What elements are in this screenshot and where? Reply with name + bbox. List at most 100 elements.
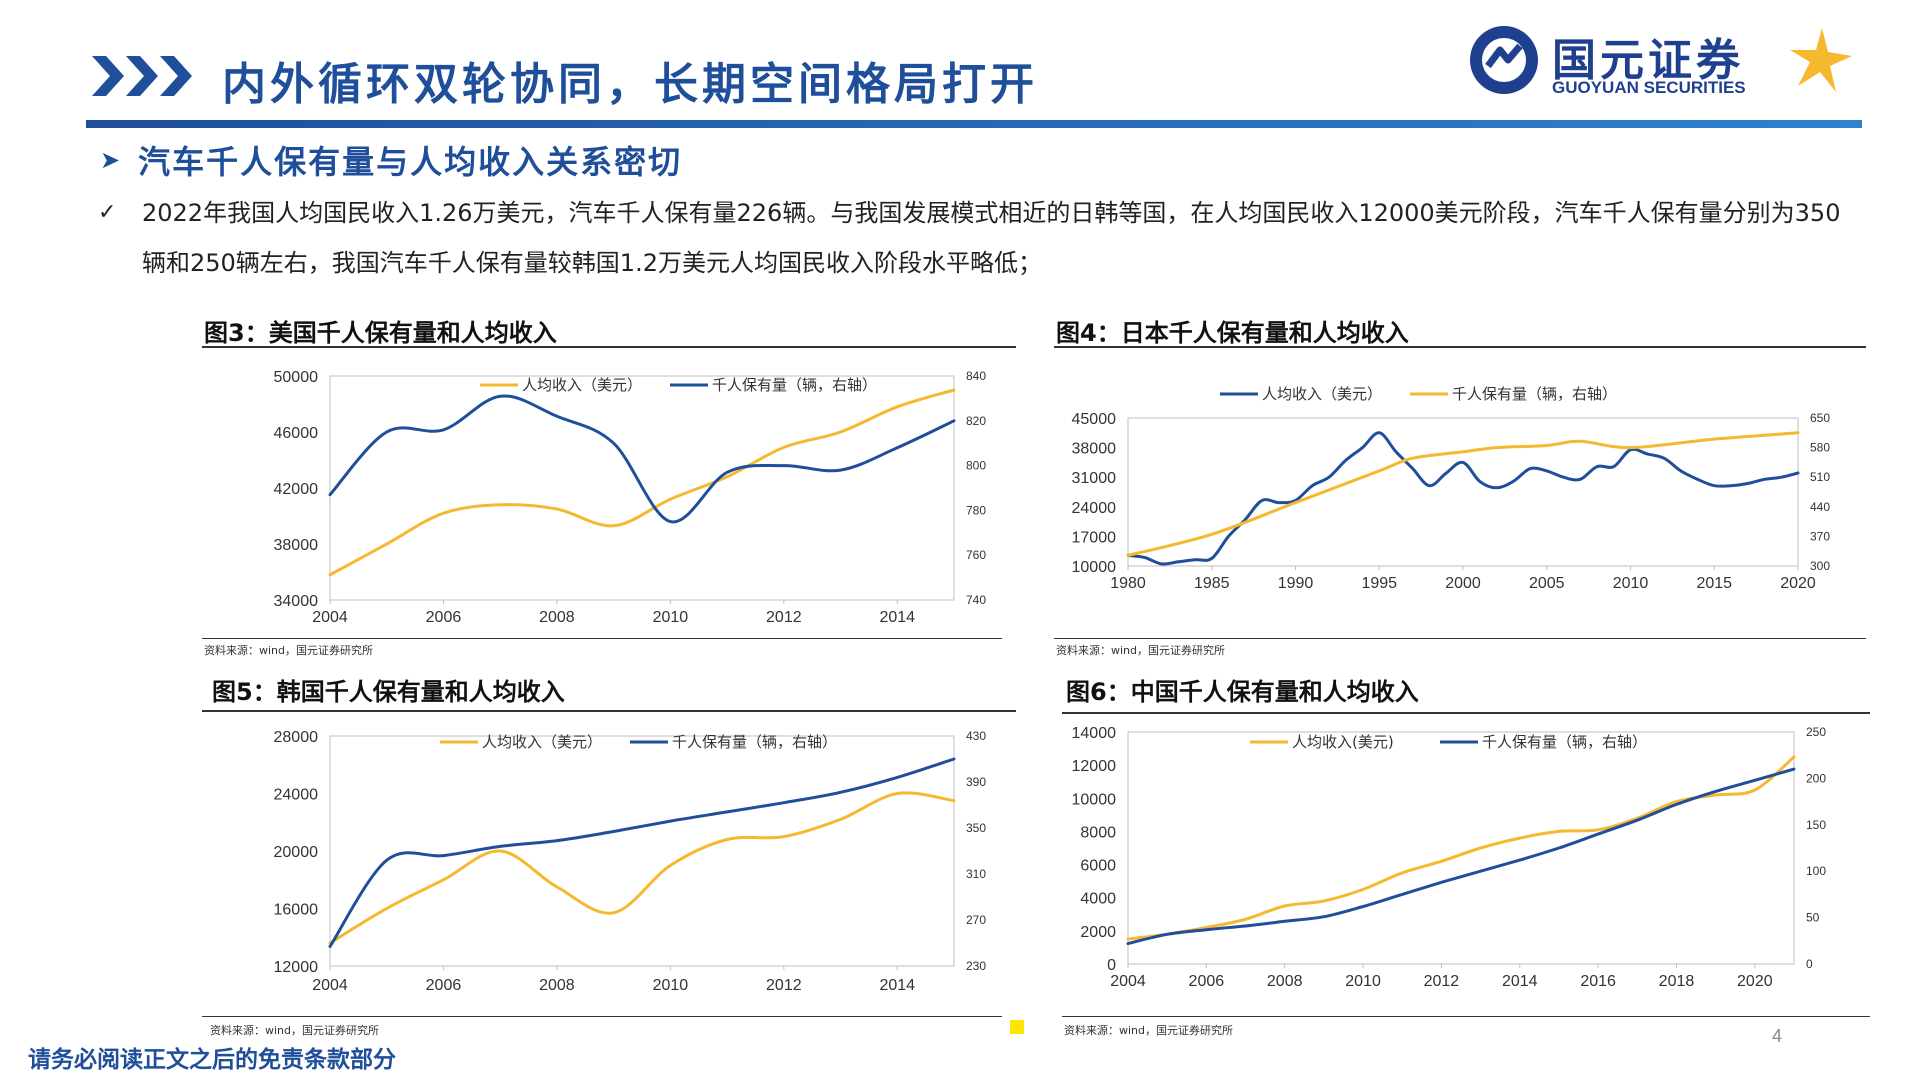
y-tick-label: 46000 bbox=[274, 425, 319, 442]
y2-tick-label: 740 bbox=[966, 593, 986, 607]
x-tick-label: 2006 bbox=[426, 609, 462, 626]
page-title: 内外循环双轮协同，长期空间格局打开 bbox=[222, 59, 1038, 110]
kr-chart: 12000 16000 20000 24000 28000 230 270 310 350 390… bbox=[274, 729, 987, 994]
section-title: 汽车千人保有量与人均收入关系密切 bbox=[138, 143, 683, 181]
y2-tick-label: 440 bbox=[1810, 500, 1830, 514]
y-tick-label: 24000 bbox=[274, 787, 319, 804]
series-line bbox=[328, 388, 956, 577]
y2-tick-label: 580 bbox=[1810, 441, 1830, 455]
series-line bbox=[328, 757, 956, 948]
chart-title-us: 图3：美国千人保有量和人均收入 bbox=[204, 319, 557, 347]
y-tick-label: 8000 bbox=[1080, 824, 1116, 841]
legend-label: 千人保有量（辆，右轴） bbox=[1482, 733, 1647, 751]
y2-tick-label: 430 bbox=[966, 729, 986, 743]
legend-label: 千人保有量（辆，右轴） bbox=[712, 376, 877, 394]
y-tick-label: 28000 bbox=[274, 729, 319, 746]
chart-source: 资料来源：wind，国元证券研究所 bbox=[1056, 644, 1226, 657]
x-tick-label: 1990 bbox=[1278, 575, 1314, 592]
y2-tick-label: 0 bbox=[1806, 957, 1813, 971]
star-sparkle-icon bbox=[1790, 28, 1852, 92]
y2-tick-label: 250 bbox=[1806, 725, 1826, 739]
x-tick-label: 2014 bbox=[1502, 973, 1538, 990]
chart-title-cn: 图6：中国千人保有量和人均收入 bbox=[1066, 678, 1419, 706]
cn-chart: 0 2000 4000 6000 8000 10000 12000 14000 0 50 100 15… bbox=[1072, 725, 1827, 990]
x-tick-label: 2010 bbox=[653, 977, 689, 994]
y2-tick-label: 760 bbox=[966, 548, 986, 562]
y-tick-label: 38000 bbox=[1072, 441, 1117, 458]
jp-chart: 10000 17000 24000 31000 38000 45000 300 370 440 5… bbox=[1072, 385, 1831, 592]
y2-tick-label: 100 bbox=[1806, 864, 1826, 878]
chart-title-rule bbox=[202, 710, 1016, 712]
x-tick-label: 1995 bbox=[1361, 575, 1397, 592]
x-tick-label: 2006 bbox=[1189, 973, 1225, 990]
series-line bbox=[1126, 767, 1796, 946]
y2-tick-label: 350 bbox=[966, 821, 986, 835]
footer-disclaimer: 请务必阅读正文之后的免责条款部分 bbox=[28, 1047, 396, 1073]
series-line bbox=[1126, 755, 1796, 941]
y-tick-label: 14000 bbox=[1072, 725, 1117, 742]
y-tick-label: 12000 bbox=[1072, 758, 1117, 775]
y-tick-label: 20000 bbox=[274, 844, 319, 861]
chart-source: 资料来源：wind，国元证券研究所 bbox=[1064, 1024, 1234, 1037]
y2-tick-label: 50 bbox=[1806, 911, 1820, 925]
chart-title-rule bbox=[1062, 712, 1870, 714]
plot-frame bbox=[329, 375, 955, 601]
x-tick-label: 2008 bbox=[1267, 973, 1303, 990]
chart-bottom-rule bbox=[1062, 1016, 1870, 1017]
bullet-point: ✓ 2022年我国人均国民收入1.26万美元，汽车千人保有量226辆。与我国发展… bbox=[98, 188, 1858, 288]
legend-label: 人均收入（美元） bbox=[522, 376, 642, 394]
legend-label: 人均收入（美元） bbox=[482, 733, 602, 751]
y2-tick-label: 230 bbox=[966, 959, 986, 973]
chart-source: 资料来源：wind，国元证券研究所 bbox=[204, 644, 374, 657]
x-tick-label: 2005 bbox=[1529, 575, 1565, 592]
y-tick-label: 17000 bbox=[1072, 529, 1117, 546]
x-tick-label: 2004 bbox=[312, 609, 348, 626]
y2-tick-label: 820 bbox=[966, 414, 986, 428]
legend-label: 千人保有量（辆，右轴） bbox=[1452, 385, 1617, 403]
plot-frame bbox=[329, 735, 955, 967]
y2-tick-label: 300 bbox=[1810, 559, 1830, 573]
chart-title-jp: 图4：日本千人保有量和人均收入 bbox=[1056, 319, 1409, 347]
section-heading: ➤ 汽车千人保有量与人均收入关系密切 bbox=[100, 138, 682, 182]
y-tick-label: 0 bbox=[1107, 957, 1116, 974]
y-tick-label: 34000 bbox=[274, 593, 319, 610]
x-tick-label: 2012 bbox=[1424, 973, 1460, 990]
x-tick-label: 2004 bbox=[312, 977, 348, 994]
x-tick-label: 2006 bbox=[426, 977, 462, 994]
y-tick-label: 12000 bbox=[274, 959, 319, 976]
y-tick-label: 6000 bbox=[1080, 858, 1116, 875]
chart-title-kr: 图5：韩国千人保有量和人均收入 bbox=[212, 678, 565, 706]
legend-label: 千人保有量（辆，右轴） bbox=[672, 733, 837, 751]
header-divider bbox=[86, 120, 1862, 128]
chart-bottom-rule bbox=[202, 638, 1002, 639]
guoyuan-logo-icon bbox=[1470, 26, 1538, 94]
x-tick-label: 2004 bbox=[1110, 973, 1146, 990]
us-chart: 34000 38000 42000 46000 50000 740 760 780 800 820… bbox=[274, 369, 987, 626]
y-tick-label: 50000 bbox=[274, 369, 319, 386]
plot-frame bbox=[1127, 731, 1795, 965]
logo-text-en: GUOYUAN SECURITIES bbox=[1552, 78, 1746, 97]
chart-bottom-rule bbox=[202, 1016, 1002, 1017]
y-tick-label: 45000 bbox=[1072, 411, 1117, 428]
x-tick-label: 2000 bbox=[1445, 575, 1481, 592]
triple-chevron-icon bbox=[92, 56, 192, 96]
check-icon: ✓ bbox=[98, 200, 117, 225]
y-tick-label: 16000 bbox=[274, 902, 319, 919]
y-tick-label: 42000 bbox=[274, 481, 319, 498]
legend-label: 人均收入（美元） bbox=[1262, 385, 1382, 403]
x-tick-label: 2010 bbox=[1613, 575, 1649, 592]
y2-tick-label: 310 bbox=[966, 867, 986, 881]
y-tick-label: 4000 bbox=[1080, 891, 1116, 908]
company-logo: 国元证券 GUOYUAN SECURITIES bbox=[1466, 20, 1858, 104]
y-tick-label: 31000 bbox=[1072, 470, 1117, 487]
bullet-text: 2022年我国人均国民收入1.26万美元，汽车千人保有量226辆。与我国发展模式… bbox=[142, 199, 1841, 277]
x-tick-label: 1980 bbox=[1110, 575, 1146, 592]
x-tick-label: 2014 bbox=[879, 609, 915, 626]
x-tick-label: 2008 bbox=[539, 977, 575, 994]
x-tick-label: 2018 bbox=[1659, 973, 1695, 990]
y2-tick-label: 780 bbox=[966, 503, 986, 517]
legend-label: 人均收入(美元) bbox=[1292, 733, 1394, 751]
x-tick-label: 2012 bbox=[766, 609, 802, 626]
y2-tick-label: 800 bbox=[966, 459, 986, 473]
y-tick-label: 24000 bbox=[1072, 500, 1117, 517]
